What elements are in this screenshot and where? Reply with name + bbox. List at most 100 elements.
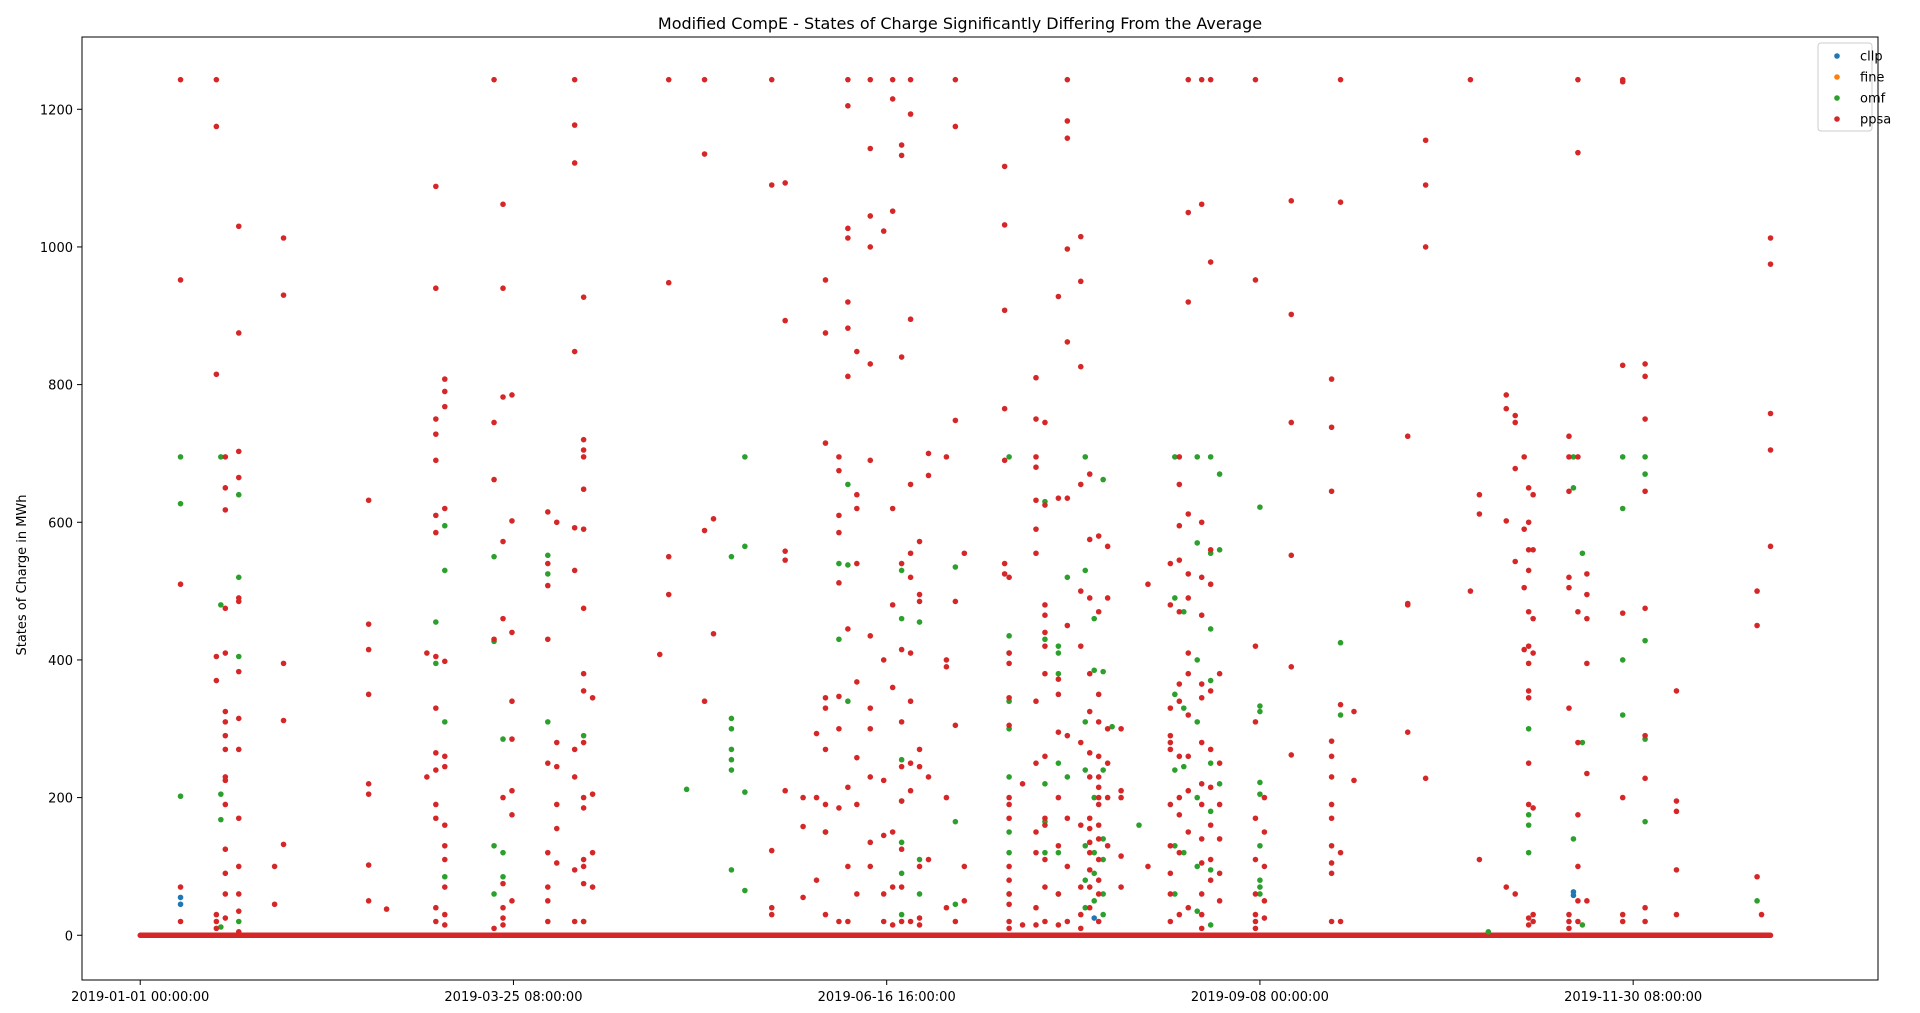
ppsa-point — [509, 736, 515, 742]
ppsa-point — [213, 653, 220, 660]
omf-point — [1619, 454, 1626, 460]
omf-point — [1579, 922, 1586, 928]
ppsa-point — [1145, 581, 1151, 588]
omf-point — [728, 767, 735, 773]
ppsa-point — [1337, 849, 1344, 856]
cllp-point — [177, 901, 184, 908]
ppsa-point — [1521, 526, 1527, 532]
omf-point — [1257, 779, 1263, 786]
points-layer — [177, 76, 1774, 935]
ppsa-point — [880, 832, 887, 839]
ppsa-point — [925, 856, 932, 863]
ppsa-point — [867, 213, 874, 219]
ppsa-point — [1207, 76, 1214, 83]
omf-point — [1100, 856, 1106, 863]
ppsa-point — [1525, 608, 1532, 615]
omf-point — [580, 732, 587, 739]
ppsa-point — [836, 693, 842, 700]
ppsa-point — [1064, 863, 1071, 870]
ppsa-point — [365, 691, 372, 698]
ppsa-point — [1642, 361, 1648, 367]
ppsa-point — [1288, 419, 1295, 426]
omf-point — [1042, 849, 1048, 856]
ppsa-point — [1566, 911, 1572, 918]
ppsa-point — [1767, 410, 1774, 417]
omf-point — [500, 736, 506, 742]
ppsa-point — [1575, 608, 1581, 615]
y-tick-label-6: 1200 — [40, 103, 73, 118]
ppsa-point — [1042, 670, 1048, 677]
ppsa-point — [889, 208, 896, 214]
ppsa-point — [433, 431, 439, 437]
legend-label-omf: omf — [1860, 92, 1886, 107]
ppsa-point — [952, 123, 959, 130]
ppsa-point — [898, 646, 905, 653]
ppsa-point — [1642, 488, 1648, 495]
omf-point — [1100, 836, 1106, 842]
omf-point — [952, 901, 959, 908]
ppsa-point — [1033, 760, 1039, 766]
ppsa-point — [500, 615, 506, 622]
ppsa-point — [1476, 491, 1483, 498]
ppsa-point — [1077, 278, 1084, 285]
ppsa-point — [553, 801, 560, 808]
ppsa-point — [365, 621, 372, 627]
ppsa-point — [1503, 518, 1510, 524]
ppsa-point — [553, 860, 560, 866]
ppsa-point — [1006, 863, 1012, 870]
ppsa-point — [845, 325, 851, 331]
omf-point — [916, 856, 923, 863]
ppsa-point — [1042, 643, 1048, 649]
ppsa-point — [710, 516, 717, 522]
ppsa-point — [1584, 770, 1590, 777]
omf-point — [1257, 703, 1263, 709]
omf-point — [1216, 471, 1223, 477]
ppsa-point — [1673, 688, 1680, 694]
ppsa-point — [1252, 891, 1259, 897]
ppsa-point — [222, 708, 229, 715]
omf-point — [235, 653, 242, 660]
omf-point — [1216, 546, 1223, 553]
ppsa-point — [907, 760, 914, 766]
ppsa-point — [213, 925, 220, 932]
ppsa-point — [845, 76, 851, 83]
ppsa-point — [1252, 76, 1259, 83]
omf-point — [544, 719, 551, 725]
omf-point — [1619, 712, 1626, 718]
ppsa-point — [889, 884, 896, 890]
ppsa-point — [1575, 812, 1581, 818]
ppsa-point — [1619, 918, 1626, 925]
ppsa-point — [222, 454, 229, 460]
ppsa-point — [1006, 660, 1012, 667]
ppsa-point — [1006, 918, 1012, 925]
ppsa-point — [898, 918, 905, 925]
ppsa-point — [1525, 546, 1532, 553]
ppsa-point — [544, 509, 551, 515]
ppsa-point — [280, 235, 287, 241]
omf-point — [1109, 723, 1115, 730]
ppsa-point — [280, 660, 287, 667]
ppsa-point — [1176, 812, 1183, 818]
ppsa-point — [1584, 591, 1590, 598]
ppsa-point — [822, 705, 829, 711]
y-tick-label-2: 400 — [48, 654, 73, 669]
ppsa-point — [1351, 777, 1357, 784]
ppsa-point — [1185, 650, 1192, 656]
ppsa-point — [580, 805, 587, 811]
ppsa-point — [961, 863, 968, 870]
ppsa-point — [1261, 794, 1268, 801]
ppsa-point — [1530, 918, 1536, 925]
ppsa-point — [177, 918, 184, 925]
omf-point — [1172, 891, 1178, 897]
omf-point — [728, 725, 735, 732]
cllp-point — [1570, 892, 1577, 899]
y-tick-label-0: 0 — [65, 929, 73, 944]
ppsa-point — [589, 694, 596, 701]
omf-point — [1257, 884, 1263, 890]
ppsa-point — [235, 715, 242, 722]
ppsa-point — [1064, 815, 1071, 822]
ppsa-point — [1077, 588, 1084, 594]
ppsa-point — [1176, 849, 1183, 856]
ppsa-point — [1095, 801, 1102, 808]
omf-point — [1194, 863, 1201, 870]
